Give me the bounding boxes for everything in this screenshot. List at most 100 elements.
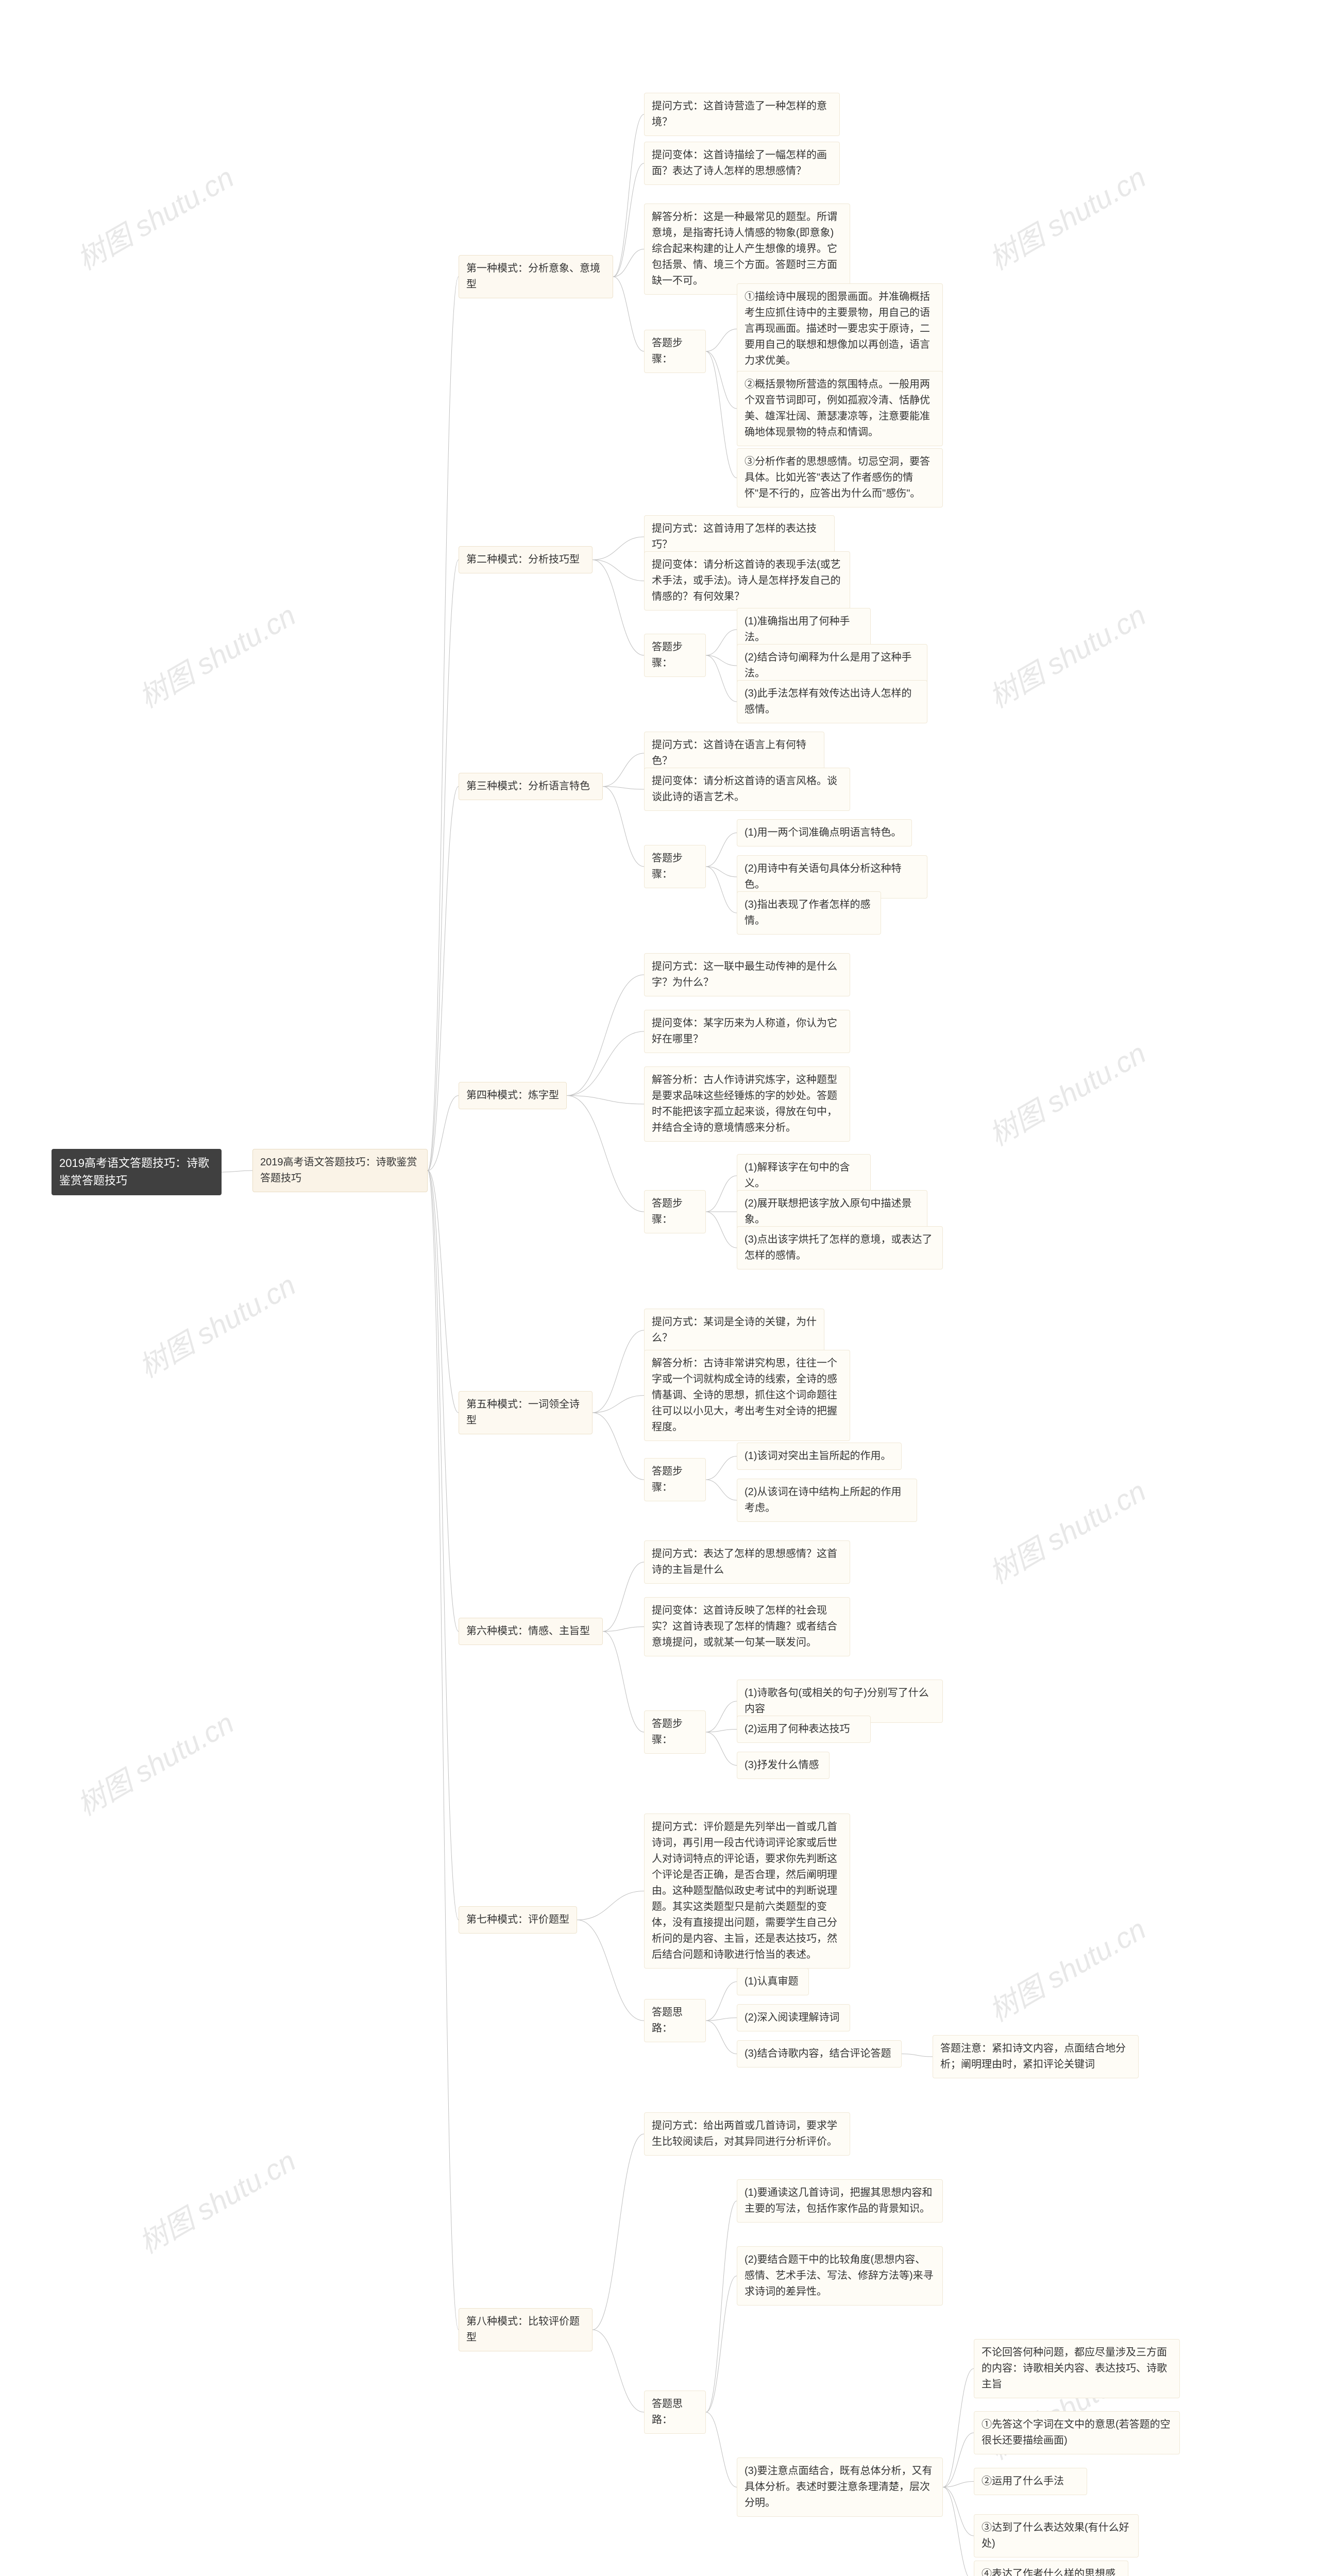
connector — [567, 1096, 644, 1105]
connector — [593, 560, 644, 581]
mindmap-node[interactable]: 提问方式：这首诗营造了一种怎样的意境？ — [644, 93, 840, 136]
mindmap-node[interactable]: 提问变体：某字历来为人称道，你认为它好在哪里？ — [644, 1010, 850, 1053]
mindmap-node[interactable]: 提问变体：请分析这首诗的表现手法(或艺术手法，或手法)。诗人是怎样抒发自己的情感… — [644, 551, 850, 611]
connector — [428, 1171, 459, 1920]
mindmap-node[interactable]: 答题步骤： — [644, 1710, 706, 1754]
mindmap-node[interactable]: (2)要结合题干中的比较角度(思想内容、感情、艺术手法、写法、修辞方法等)来寻求… — [737, 2246, 943, 2306]
mindmap-node[interactable]: (2)运用了何种表达技巧 — [737, 1716, 871, 1743]
connector — [613, 114, 644, 277]
mindmap-node[interactable]: 答题步骤： — [644, 1190, 706, 1233]
mindmap-node[interactable]: 答题步骤： — [644, 330, 706, 373]
connector-layer — [0, 0, 1319, 2576]
connector — [706, 1982, 737, 2021]
mindmap-node[interactable]: (3)结合诗歌内容，结合评论答题 — [737, 2040, 902, 2067]
connector — [577, 1891, 644, 1920]
connector — [706, 655, 737, 702]
mindmap-node[interactable]: 解答分析：这是一种最常见的题型。所谓意境，是指寄托诗人情感的物象(即意象)综合起… — [644, 204, 850, 295]
mindmap-node[interactable]: (3)点出该字烘托了怎样的意境，或表达了怎样的感情。 — [737, 1226, 943, 1269]
mindmap-node[interactable]: ②运用了什么手法 — [974, 2468, 1087, 2495]
connector — [706, 1176, 737, 1212]
mindmap-node[interactable]: ③达到了什么表达效果(有什么好处) — [974, 2514, 1139, 2557]
connector — [706, 630, 737, 655]
mindmap-node[interactable]: 第三种模式：分析语言特色 — [459, 773, 603, 800]
connector — [567, 975, 644, 1096]
connector — [943, 2369, 974, 2487]
mindmap-node[interactable]: 提问方式：某词是全诗的关键，为什么？ — [644, 1309, 824, 1352]
mindmap-node[interactable]: 提问方式：表达了怎样的思想感情？这首诗的主旨是什么 — [644, 1540, 850, 1584]
connector — [943, 2487, 974, 2576]
mindmap-node[interactable]: 提问方式：这一联中最生动传神的是什么字？为什么？ — [644, 953, 850, 996]
mindmap-node[interactable]: 第六种模式：情感、主旨型 — [459, 1618, 603, 1645]
connector — [593, 560, 644, 656]
mindmap-node[interactable]: ④表达了作者什么样的思想感情 — [974, 2561, 1128, 2576]
watermark: 树图 shutu.cn — [980, 1031, 1152, 1155]
watermark: 树图 shutu.cn — [68, 1701, 240, 1824]
watermark: 树图 shutu.cn — [130, 2139, 302, 2262]
mindmap-node[interactable]: 解答分析：古诗非常讲究构思，往往一个字或一个词就构成全诗的线索，全诗的感情基调、… — [644, 1350, 850, 1441]
mindmap-node[interactable]: 第一种模式：分析意象、意境型 — [459, 255, 613, 298]
mindmap-node[interactable]: 提问变体：这首诗描绘了一幅怎样的画面？表达了诗人怎样的思想感情？ — [644, 142, 840, 185]
mindmap-node[interactable]: 提问变体：这首诗反映了怎样的社会现实？这首诗表现了怎样的情趣？或者结合意境提问，… — [644, 1597, 850, 1656]
mindmap-node[interactable]: 提问方式：给出两首或几首诗词，要求学生比较阅读后，对其异同进行分析评价。 — [644, 2112, 850, 2156]
mindmap-node[interactable]: 答题步骤： — [644, 634, 706, 677]
connector — [706, 833, 737, 867]
connector — [706, 2201, 737, 2412]
connector — [593, 537, 644, 560]
mindmap-node[interactable]: 第五种模式：一词领全诗型 — [459, 1391, 593, 1434]
watermark: 树图 shutu.cn — [980, 593, 1152, 717]
mindmap-node[interactable]: 第八种模式：比较评价题型 — [459, 2308, 593, 2351]
mindmap-node[interactable]: 第七种模式：评价题型 — [459, 1906, 577, 1934]
mindmap-node[interactable]: 解答分析：古人作诗讲究炼字，这种题型是要求品味这些经锤炼的字的妙处。答题时不能把… — [644, 1066, 850, 1142]
connector — [706, 2021, 737, 2054]
connector — [706, 867, 737, 877]
mindmap-node[interactable]: (2)从该词在诗中结构上所起的作用考虑。 — [737, 1479, 917, 1522]
mindmap-node[interactable]: ①描绘诗中展现的图景画面。并准确概括考生应抓住诗中的主要景物，用自己的语言再现画… — [737, 283, 943, 375]
mindmap-node[interactable]: (1)该词对突出主旨所起的作用。 — [737, 1443, 902, 1470]
mindmap-node[interactable]: 答题思路： — [644, 2391, 706, 2434]
mindmap-node[interactable]: (2)深入阅读理解诗词 — [737, 2004, 850, 2031]
connector — [567, 1096, 644, 1212]
watermark: 树图 shutu.cn — [68, 155, 240, 279]
connector — [428, 560, 459, 1171]
connector — [706, 1480, 737, 1500]
mindmap-node[interactable]: 提问变体：请分析这首诗的语言风格。谈谈此诗的语言艺术。 — [644, 768, 850, 811]
connector — [428, 277, 459, 1171]
connector — [603, 1627, 644, 1632]
connector — [706, 867, 737, 913]
mindmap-node[interactable]: (1)用一两个词准确点明语言特色。 — [737, 819, 912, 846]
mindmap-node[interactable]: 2019高考语文答题技巧：诗歌鉴赏答题技巧 — [52, 1149, 222, 1195]
connector — [603, 753, 644, 787]
connector — [577, 1920, 644, 2021]
connector — [428, 787, 459, 1171]
connector — [902, 2054, 933, 2057]
connector — [613, 163, 644, 277]
mindmap-node[interactable]: (1)要通读这几首诗词，把握其思想内容和主要的写法，包括作家作品的背景知识。 — [737, 2179, 943, 2223]
mindmap-node[interactable]: ②概括景物所营造的氛围特点。一般用两个双音节词即可，例如孤寂冷清、恬静优美、雄浑… — [737, 371, 943, 446]
connector — [706, 1730, 737, 1733]
connector — [603, 1562, 644, 1632]
connector — [593, 2330, 644, 2412]
connector — [706, 655, 737, 666]
mindmap-node[interactable]: 答题注意：紧扣诗文内容，点面结合地分析；阐明理由时，紧扣评论关键词 — [933, 2035, 1139, 2078]
mindmap-node[interactable]: 答题步骤： — [644, 1458, 706, 1501]
mindmap-node[interactable]: 答题步骤： — [644, 845, 706, 888]
mindmap-node[interactable]: (3)指出表现了作者怎样的感情。 — [737, 891, 881, 935]
mindmap-node[interactable]: ③分析作者的思想感情。切忌空洞，要答具体。比如光答"表达了作者感伤的情怀"是不行… — [737, 448, 943, 507]
connector — [706, 1456, 737, 1480]
connector — [603, 787, 644, 867]
mindmap-node[interactable]: (3)要注意点面结合，既有总体分析，又有具体分析。表述时要注意条理清楚，层次分明… — [737, 2458, 943, 2517]
mindmap-node[interactable]: 答题思路： — [644, 1999, 706, 2042]
connector — [603, 1632, 644, 1733]
mindmap-node[interactable]: (1)认真审题 — [737, 1968, 809, 1995]
mindmap-node[interactable]: 不论回答何种问题，都应尽量涉及三方面的内容：诗歌相关内容、表达技巧、诗歌主旨 — [974, 2339, 1180, 2398]
mindmap-node[interactable]: 提问方式：评价题是先列举出一首或几首诗词，再引用一段古代诗词评论家或后世人对诗词… — [644, 1814, 850, 1969]
connector — [567, 1031, 644, 1096]
watermark: 树图 shutu.cn — [980, 1469, 1152, 1592]
mindmap-node[interactable]: 第四种模式：炼字型 — [459, 1082, 567, 1109]
mindmap-node[interactable]: (3)抒发什么情感 — [737, 1752, 830, 1779]
mindmap-node[interactable]: (3)此手法怎样有效传达出诗人怎样的感情。 — [737, 680, 927, 723]
connector — [706, 2276, 737, 2413]
mindmap-node[interactable]: 2019高考语文答题技巧：诗歌鉴赏答题技巧 — [252, 1149, 428, 1192]
mindmap-node[interactable]: 第二种模式：分析技巧型 — [459, 546, 593, 573]
mindmap-node[interactable]: ①先答这个字词在文中的意思(若答题的空很长还要描绘画面) — [974, 2411, 1180, 2454]
